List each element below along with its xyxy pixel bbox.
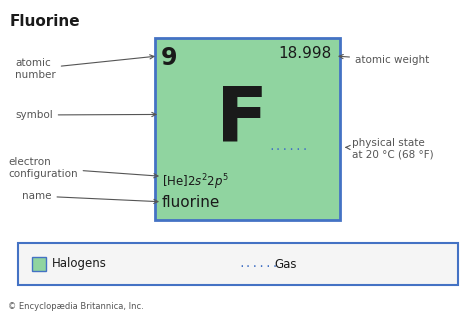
Text: symbol: symbol <box>15 110 156 120</box>
Text: ......: ...... <box>238 259 279 269</box>
Text: fluorine: fluorine <box>162 195 220 210</box>
Text: electron
configuration: electron configuration <box>8 157 158 179</box>
Bar <box>18 243 458 285</box>
Text: © Encyclopædia Britannica, Inc.: © Encyclopædia Britannica, Inc. <box>8 302 144 311</box>
Text: physical state
at 20 °C (68 °F): physical state at 20 °C (68 °F) <box>346 138 434 160</box>
Bar <box>155 38 340 220</box>
Text: Gas: Gas <box>274 258 297 270</box>
Text: ......: ...... <box>268 142 309 152</box>
Text: 9: 9 <box>161 46 177 70</box>
Text: F: F <box>216 83 268 157</box>
Text: $[\mathrm{He}]2s^22p^5$: $[\mathrm{He}]2s^22p^5$ <box>162 173 229 192</box>
Text: atomic
number: atomic number <box>15 55 154 80</box>
Text: Halogens: Halogens <box>52 258 107 270</box>
Text: 18.998: 18.998 <box>279 46 332 61</box>
Text: Fluorine: Fluorine <box>10 14 81 29</box>
Text: atomic weight: atomic weight <box>339 54 429 65</box>
Bar <box>32 257 46 271</box>
Text: name: name <box>22 191 158 204</box>
